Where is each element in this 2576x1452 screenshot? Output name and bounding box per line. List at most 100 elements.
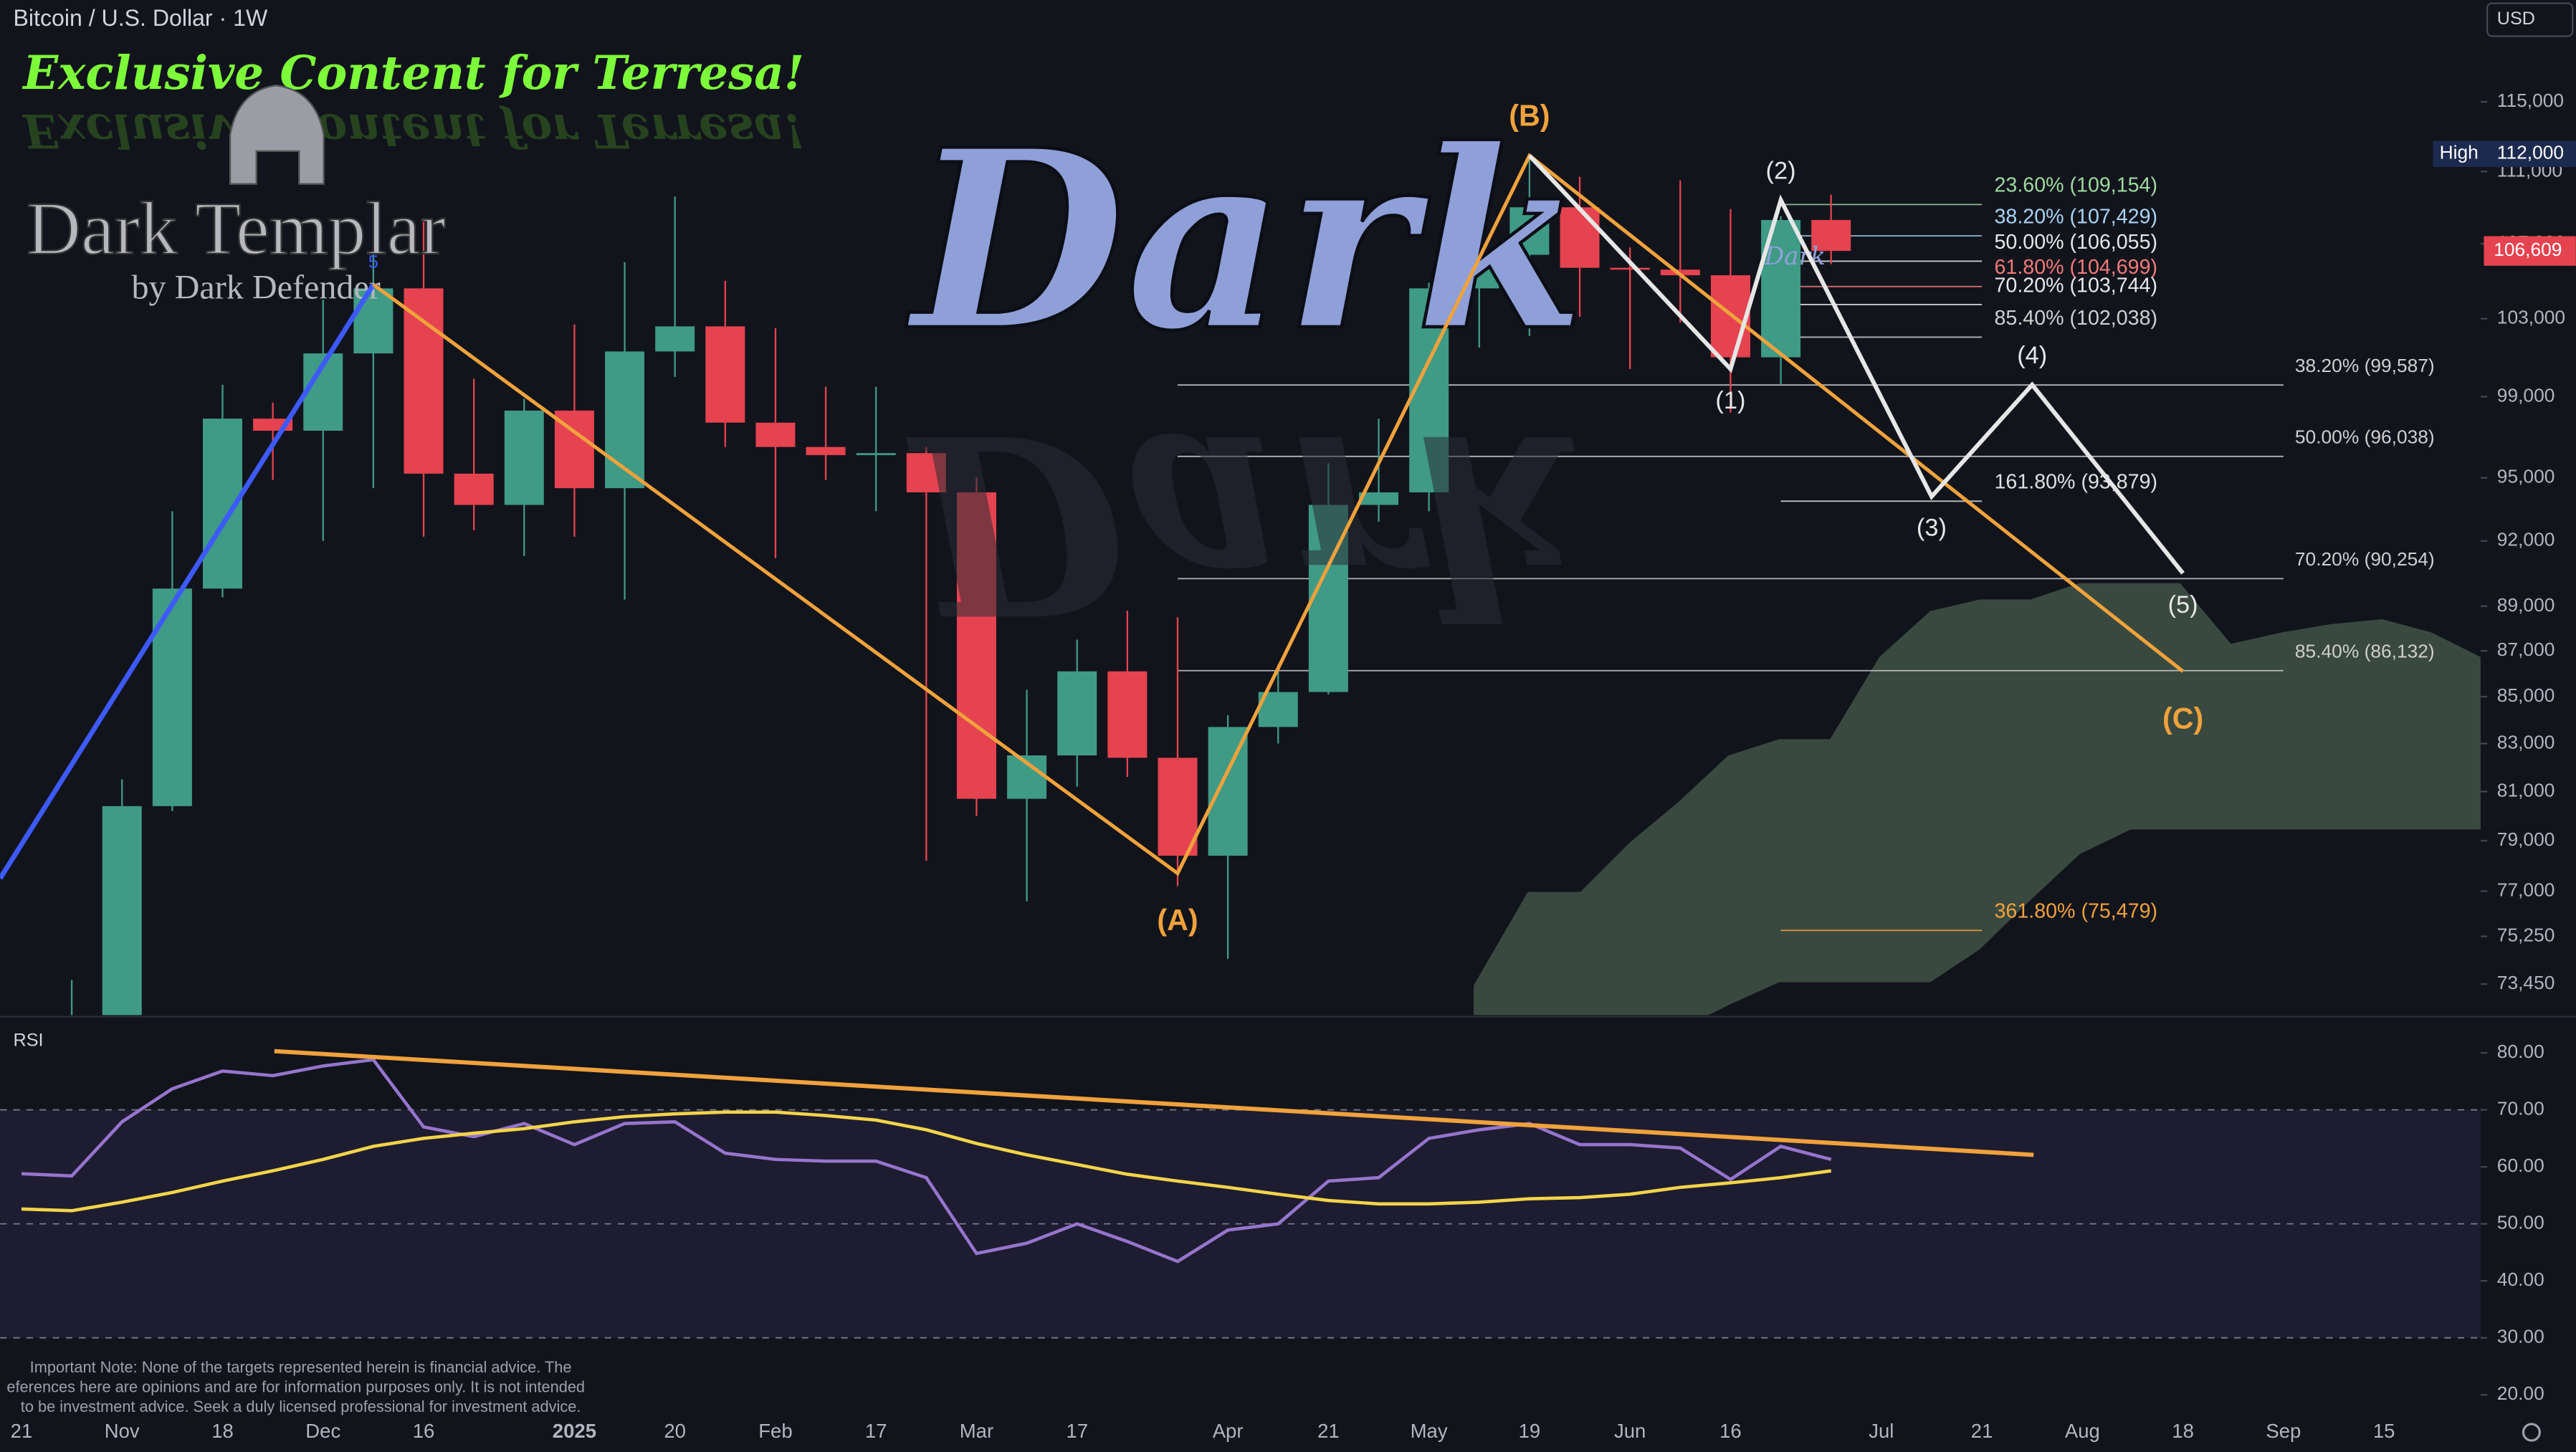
fib-label: 38.20% (99,587): [2295, 355, 2435, 376]
x-tick-label: 16: [413, 1420, 435, 1442]
fib-label: 23.60% (109,154): [1994, 174, 2157, 197]
fib-label: 38.20% (107,429): [1994, 205, 2157, 228]
y-tick-label: 87,000: [2497, 639, 2555, 660]
rsi-tick-label: 30.00: [2497, 1326, 2544, 1347]
rsi-tick-label: 60.00: [2497, 1155, 2544, 1176]
fib-label: 161.80% (93,879): [1994, 471, 2157, 494]
wave-line: [372, 153, 2185, 877]
y-tick-label: 73,450: [2497, 972, 2555, 993]
x-tick-label: 21: [1317, 1420, 1340, 1442]
wave-label: (5): [2168, 591, 2198, 618]
candle-body: [1610, 267, 1650, 270]
wave-label: (B): [1509, 99, 1550, 132]
x-tick-label: May: [1411, 1420, 1448, 1442]
disclaimer-line: eferences here are opinions and are for …: [6, 1377, 585, 1395]
x-tick-label: 18: [2172, 1420, 2194, 1442]
disclaimer-line: Important Note: None of the targets repr…: [30, 1358, 572, 1376]
x-tick-label: Apr: [1213, 1420, 1244, 1442]
wave-label: (C): [2162, 702, 2203, 735]
candle-body: [755, 422, 796, 447]
fib-label: 70.20% (103,744): [1994, 274, 2157, 297]
candle-body: [705, 326, 745, 423]
x-tick-label: 19: [1519, 1420, 1541, 1442]
x-tick-label: Dec: [305, 1420, 340, 1442]
x-tick-label: Sep: [2266, 1420, 2301, 1442]
watermarks: Dark Dark Exclusive Content for Terresa!…: [22, 47, 1826, 668]
fib-label: 361.80% (75,479): [1994, 900, 2157, 923]
candle-body: [806, 446, 846, 456]
currency-label[interactable]: USD: [2497, 9, 2535, 29]
high-marker: [2433, 140, 2576, 168]
watermark-big-reflection: Dark: [904, 378, 1585, 668]
y-tick-label: 85,000: [2497, 684, 2555, 706]
y-tick-label: 89,000: [2497, 594, 2555, 616]
candle-body: [1158, 758, 1198, 856]
candle-body: [504, 410, 544, 505]
x-tick-label: Jul: [1869, 1420, 1894, 1442]
x-tick-label: 21: [11, 1420, 33, 1442]
candle-body: [102, 806, 142, 1016]
x-tick-label: 21: [1971, 1420, 1993, 1442]
watermark-exclusive: Exclusive Content for Terresa!: [22, 47, 804, 100]
candle-body: [1811, 219, 1851, 252]
wave-label: (2): [1766, 157, 1796, 184]
x-tick-label: Aug: [2065, 1420, 2100, 1442]
fib-label: 85.40% (102,038): [1994, 307, 2157, 330]
candle-body: [353, 288, 393, 354]
wave-label: (1): [1715, 387, 1745, 414]
candle-body: [956, 492, 996, 799]
currency-button[interactable]: [2486, 2, 2574, 37]
last-price-label: 106,609: [2494, 239, 2562, 260]
candle-body: [454, 473, 494, 505]
fib-label: 70.20% (90,254): [2295, 548, 2435, 570]
y-tick-label: 95,000: [2497, 466, 2555, 487]
rsi-tick-label: 20.00: [2497, 1382, 2544, 1404]
x-tick-label: 15: [2373, 1420, 2395, 1442]
last-price-box: [2484, 236, 2576, 266]
wave-label: (4): [2017, 342, 2047, 369]
fib-label: 85.40% (86,132): [2295, 640, 2435, 661]
x-tick-label: 20: [664, 1420, 686, 1442]
candle-body: [605, 351, 645, 489]
settings-icon[interactable]: [2522, 1423, 2541, 1442]
wave-line: [1527, 154, 2185, 575]
y-tick-label: 75,250: [2497, 925, 2555, 946]
candle-body: [655, 326, 695, 352]
x-tick-label: Feb: [758, 1420, 792, 1442]
y-tick-label: 103,000: [2497, 307, 2565, 328]
rsi-line: [21, 1110, 1831, 1213]
y-tick-label: 77,000: [2497, 879, 2555, 900]
back-layer: 38.20% (99,587) 50.00% (96,038) 70.20% (90…: [1177, 174, 2481, 1016]
x-tick-label: Jun: [1614, 1420, 1646, 1442]
symbol-title: Bitcoin / U.S. Dollar · 1W: [14, 5, 268, 31]
disclaimer-line: to be investment advice. Seek a duly lic…: [21, 1398, 581, 1415]
y-tick-label: 81,000: [2497, 779, 2555, 801]
rsi-tick-label: 80.00: [2497, 1041, 2544, 1062]
cloud: [1473, 583, 2481, 1016]
y-tick-label: 79,000: [2497, 828, 2555, 850]
candle-body: [1359, 492, 1399, 505]
rsi-tick-label: 50.00: [2497, 1212, 2544, 1233]
rsi-pane: [0, 1049, 2481, 1339]
rsi-title: RSI: [14, 1031, 44, 1051]
watermark-exclusive-reflection: Exclusive Content for Terresa!: [22, 103, 804, 157]
x-tick-label: Mar: [960, 1420, 993, 1442]
wave-label: 5: [368, 252, 378, 272]
rsi-tick-label: 40.00: [2497, 1269, 2544, 1290]
helmet-icon: [229, 85, 325, 185]
candle-body: [906, 453, 946, 492]
fib-label: 50.00% (96,038): [2295, 426, 2435, 448]
rsi-tick-label: 70.00: [2497, 1098, 2544, 1119]
candle-body: [1208, 727, 1248, 856]
wave-label: (3): [1917, 515, 1947, 542]
y-tick-label: 115,000: [2497, 90, 2564, 111]
wave-label: (A): [1157, 904, 1198, 937]
wave-drawings: [0, 153, 2185, 880]
watermark-big: Dark: [904, 96, 1585, 386]
candle-body: [1057, 671, 1097, 756]
x-tick-label: Nov: [105, 1420, 140, 1442]
candle-body: [856, 453, 896, 456]
fib-label: 61.80% (104,699): [1994, 256, 2157, 279]
